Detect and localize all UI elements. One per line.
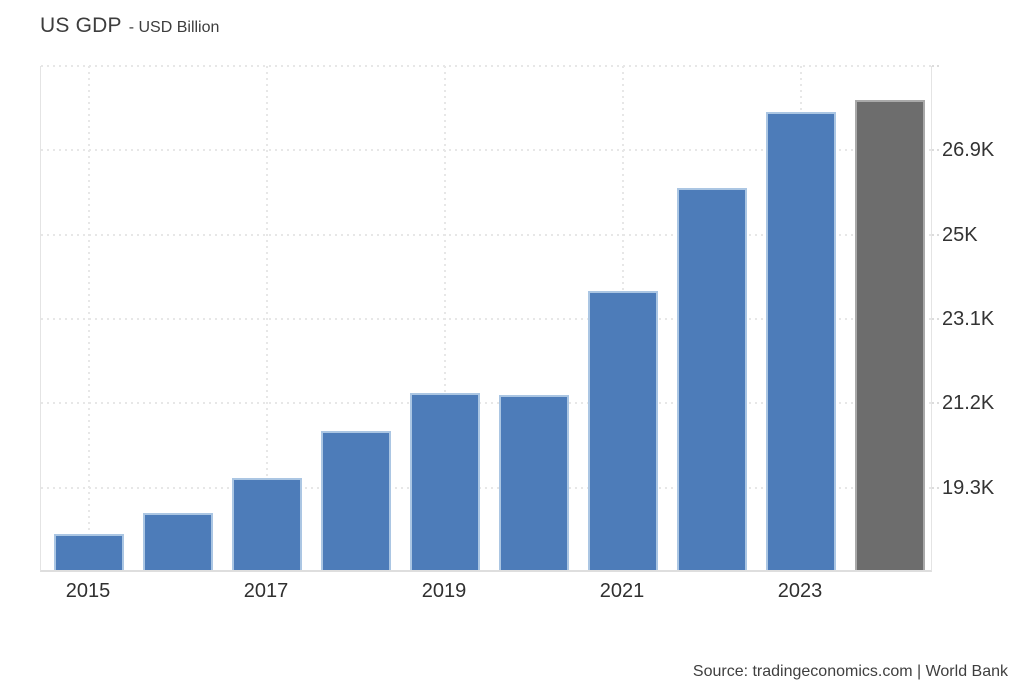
y-axis-label-21.2K: 21.2K (942, 392, 995, 415)
x-axis-label-2017: 2017 (243, 580, 289, 602)
bar-2022[interactable] (677, 187, 747, 570)
bar-2021[interactable] (588, 291, 658, 570)
bar-2020[interactable] (499, 394, 569, 570)
bar-2024-forecast[interactable] (855, 99, 925, 570)
bar-2015[interactable] (54, 534, 124, 570)
x-axis-label-2021: 2021 (599, 580, 645, 602)
gridline-horizontal (41, 318, 931, 320)
source-attribution: Source: tradingeconomics.com | World Ban… (692, 663, 1008, 680)
y-axis-tick (932, 402, 942, 405)
plot-area (40, 65, 932, 572)
x-axis-label-2019: 2019 (421, 580, 467, 602)
y-axis-tick (932, 318, 942, 320)
y-axis-tick (932, 149, 942, 152)
bar-2019[interactable] (410, 393, 480, 570)
gridline-horizontal (41, 233, 931, 236)
y-axis-tick (932, 65, 942, 67)
x-axis-label-2015: 2015 (65, 580, 111, 602)
y-axis-label-23.1K: 23.1K (942, 308, 995, 330)
chart-subtitle: - USD Billion (128, 19, 220, 36)
y-axis-label-19.3K: 19.3K (942, 476, 995, 499)
y-axis-tick (932, 233, 942, 236)
chart-title: US GDP (40, 14, 122, 37)
chart-header: US GDP - USD Billion (40, 14, 219, 38)
bar-2016[interactable] (143, 512, 213, 570)
bar-2017[interactable] (232, 477, 302, 570)
bar-2018[interactable] (321, 430, 391, 570)
gridline-horizontal (41, 149, 931, 152)
x-axis-label-2023: 2023 (777, 580, 823, 602)
bar-2023[interactable] (766, 111, 836, 570)
y-axis-label-26.9K: 26.9K (942, 139, 995, 162)
gridline-horizontal (41, 402, 931, 405)
y-axis-label-25K: 25K (942, 223, 978, 246)
gridline-horizontal (41, 65, 931, 67)
gridline-horizontal (41, 486, 931, 489)
y-axis-tick (932, 486, 942, 489)
